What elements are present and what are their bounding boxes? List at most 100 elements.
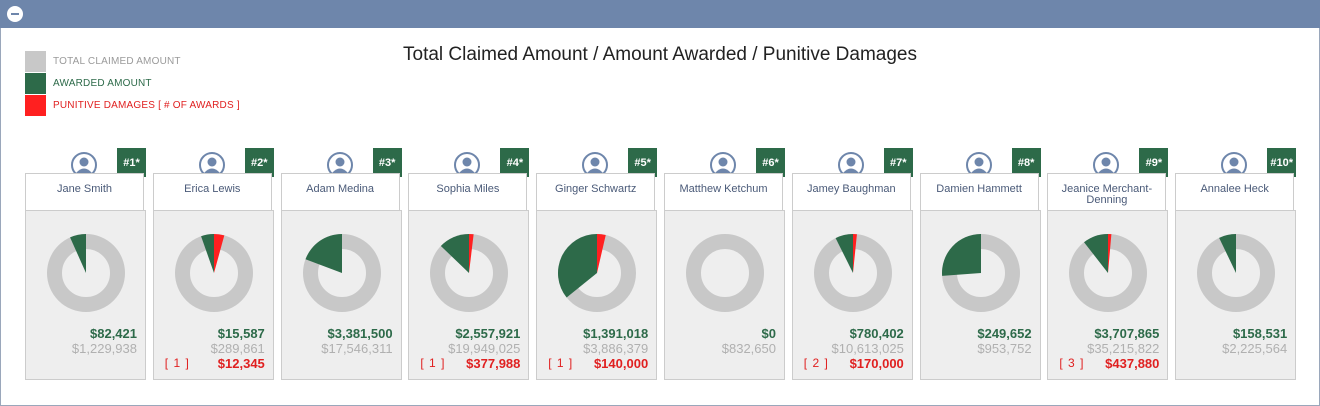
legend-item-claimed: TOTAL CLAIMED AMOUNT [25,50,240,72]
awarded-amount: $0 [761,326,776,341]
chart-title: Total Claimed Amount / Amount Awarded / … [403,44,917,65]
collapse-icon[interactable] [7,6,23,22]
claimant-name: Jane Smith [25,173,144,211]
legend-swatch-awarded [25,72,46,94]
awarded-slice [441,234,470,273]
awarded-slice [835,234,853,273]
claimant-name: Matthew Ketchum [664,173,783,211]
claimant-name: Sophia Miles [408,173,528,211]
punitive-slice [213,234,225,273]
awarded-slice [200,234,214,273]
claimant-card[interactable]: #8* Damien Hammett $249,652 $953,752 [919,148,1041,380]
claimed-amount: $953,752 [977,341,1032,356]
punitive-slice [469,234,475,273]
legend: TOTAL CLAIMED AMOUNT AWARDED AMOUNT PUNI… [25,50,240,116]
chart-panel: $249,652 $953,752 [919,210,1041,380]
claimant-name: Annalee Heck [1175,173,1295,211]
award-pie-chart [813,234,892,312]
awarded-slice [558,234,598,298]
claimed-amount: $10,613,025 [831,341,904,356]
award-pie-chart [47,234,125,312]
claimed-ring [686,234,764,312]
legend-item-punitive: PUNITIVE DAMAGES [ # OF AWARDS ] [25,94,240,116]
awarded-amount: $2,557,921 [455,326,521,341]
awarded-slice [1219,234,1237,273]
awarded-amount: $1,391,018 [583,326,649,341]
claimant-card[interactable]: #1* Jane Smith $82,421 $1,229,938 [25,148,146,380]
claimed-amount: $2,225,564 [1222,341,1288,356]
punitive-slice [1108,234,1112,273]
punitive-award-count: [ 1 ] [420,356,446,370]
legend-item-awarded: AWARDED AMOUNT [25,72,240,94]
award-pie-chart [1197,234,1276,312]
claimed-amount: $1,229,938 [71,341,137,356]
rank-badge: #10* [1267,148,1297,177]
chart-panel: $3,381,500 $17,546,311 [280,210,402,380]
punitive-slice [852,234,857,273]
panel-header [0,0,1320,28]
chart-panel: $3,707,865 $35,215,822[ 3 ] $437,880 [1047,210,1169,380]
claimant-name: Ginger Schwartz [536,173,656,211]
awarded-amount: $3,381,500 [327,326,393,341]
rank-badge: #8* [1011,148,1041,177]
awarded-slice [70,234,86,273]
rank-badge: #4* [500,148,530,177]
claimant-card[interactable]: #7* Jamey Baughman $780,402 $10,613,025[ 2 … [791,148,913,380]
claimant-card[interactable]: #5* Ginger Schwartz $1,391,018 $3,886,379 [ … [536,148,658,380]
punitive-amount: $437,880 [1105,356,1160,371]
awarded-amount: $3,707,865 [1094,326,1160,341]
legend-label-punitive: PUNITIVE DAMAGES [ # OF AWARDS ] [53,99,240,111]
chart-panel: $780,402 $10,613,025[ 2 ] $170,000 [791,210,913,380]
rank-badge: #6* [756,148,785,177]
awarded-slice [941,234,981,276]
claimant-card[interactable]: #9* Jeanice Merchant-Denning $3,707,865 $35… [1047,148,1169,380]
award-pie-chart [302,234,381,312]
chart-panel: $82,421 $1,229,938 [25,210,146,380]
claimant-card[interactable]: #10* Annalee Heck $158,531 $2,225,564 [1175,148,1297,380]
claimant-card[interactable]: #2* Erica Lewis $15,587 $289,861 [ 1 ] $12,34… [152,148,274,380]
avatar-icon [1093,152,1120,178]
punitive-award-count: [ 1 ] [164,356,190,370]
legend-swatch-claimed [25,50,46,72]
legend-label-awarded: AWARDED AMOUNT [53,77,152,89]
claimant-name: Adam Medina [280,173,400,211]
rank-badge: #5* [628,148,658,177]
rank-badge: #7* [883,148,913,177]
claimed-amount: $17,546,311 [321,341,393,356]
claimant-card[interactable]: #4* Sophia Miles $2,557,921 $19,949,025[ 1 … [408,148,530,380]
claimant-cards: #1* Jane Smith $82,421 $1,229,938 #2* Erica L… [25,148,1305,380]
punitive-award-count: [ 3 ] [1059,356,1085,370]
chart-panel: $158,531 $2,225,564 [1175,210,1297,380]
award-pie-chart [686,234,764,312]
avatar-icon [198,152,225,178]
claimed-amount: $35,215,822 [1087,341,1160,356]
claimed-amount: $832,650 [721,341,776,356]
claimant-name: Erica Lewis [152,173,272,211]
claimant-name: Jeanice Merchant-Denning [1047,173,1167,211]
punitive-award-count: [ 2 ] [803,356,829,370]
award-pie-chart [1069,234,1148,312]
rank-badge: #1* [117,148,146,177]
award-pie-chart [174,234,253,312]
chart-panel: $0 $832,650 [664,210,785,380]
awarded-slice [305,234,342,273]
punitive-amount: $12,345 [217,356,265,371]
claimant-card[interactable]: #3* Adam Medina $3,381,500 $17,546,311 [280,148,402,380]
punitive-award-count: [ 1 ] [548,356,574,370]
punitive-amount: $170,000 [849,356,904,371]
award-pie-chart [430,234,509,312]
claimant-name: Damien Hammett [919,173,1039,211]
punitive-amount: $377,988 [466,356,521,371]
claimed-amount: $289,861 [210,341,265,356]
claimant-card[interactable]: #6* Matthew Ketchum $0 $832,650 [664,148,785,380]
rank-badge: #2* [244,148,274,177]
awarded-amount: $82,421 [90,326,137,341]
avatar-icon [454,152,481,178]
chart-panel: $1,391,018 $3,886,379 [ 1 ] $140,000 [536,210,658,380]
rank-badge: #3* [372,148,402,177]
legend-label-claimed: TOTAL CLAIMED AMOUNT [53,55,181,67]
rank-badge: #9* [1139,148,1169,177]
award-pie-chart [558,234,637,312]
awarded-amount: $15,587 [217,326,265,341]
claimed-amount: $19,949,025 [448,341,521,356]
